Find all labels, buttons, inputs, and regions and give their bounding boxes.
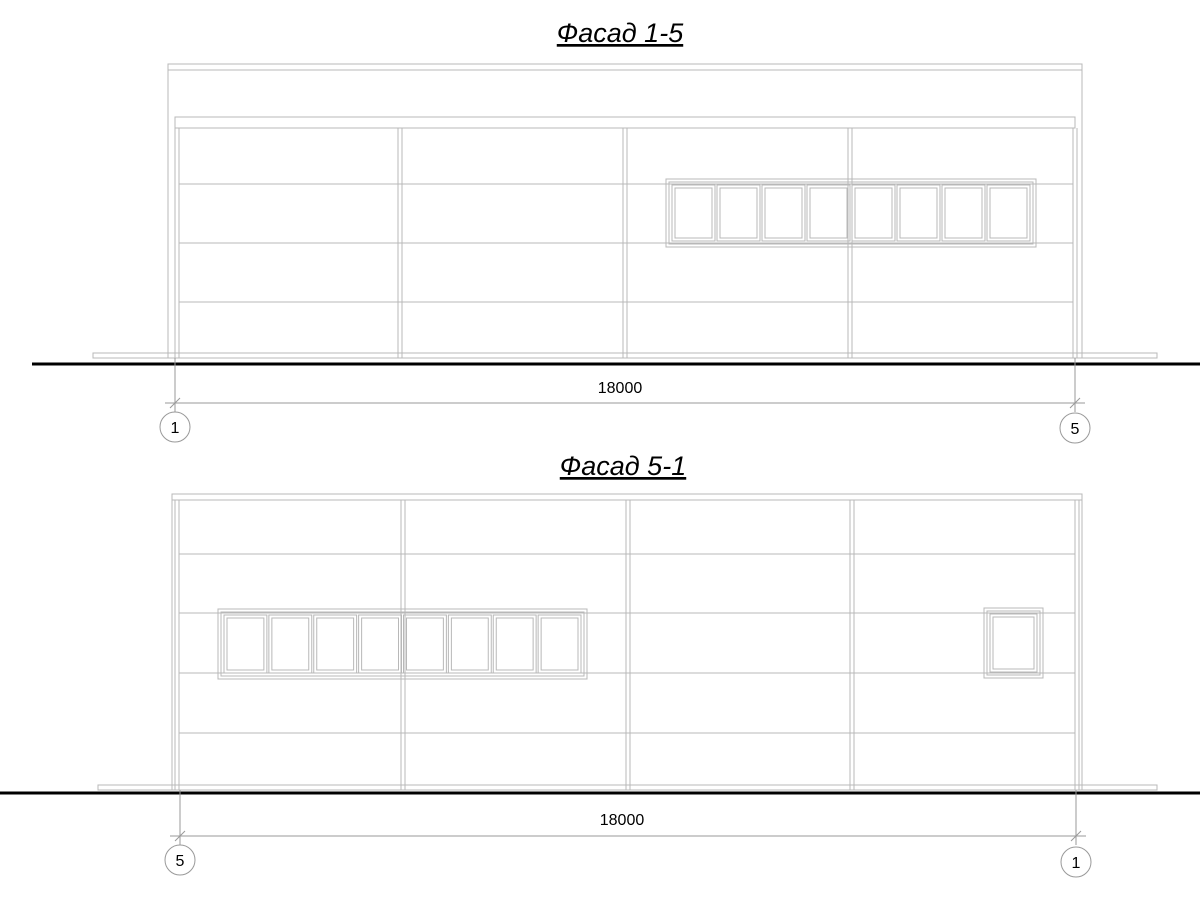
window-pane (313, 614, 358, 674)
window-pane (271, 617, 310, 671)
window-pane (896, 184, 941, 242)
window-pane (809, 187, 848, 239)
strip-window (217, 608, 588, 680)
window-pane (361, 617, 399, 671)
dimension-tick (174, 830, 186, 842)
window-pane (674, 187, 713, 239)
dimension-tick (1069, 397, 1081, 409)
window-frame (665, 178, 1037, 248)
axis-marker (159, 411, 191, 443)
window-pane (226, 617, 265, 671)
window-pane (495, 617, 534, 671)
facade-title: Фасад 1-5 (557, 18, 684, 48)
axis-marker (1060, 846, 1092, 878)
window-pane (316, 617, 355, 671)
window-pane (761, 184, 806, 242)
window-pane (450, 617, 489, 671)
window-frame (217, 608, 588, 680)
window-pane (716, 184, 761, 242)
panel-lines (179, 183, 1073, 303)
axis-label: 1 (1072, 855, 1081, 872)
window-pane (992, 616, 1035, 670)
window-pane (941, 184, 986, 242)
window-pane (989, 613, 1038, 673)
window-pane (492, 614, 537, 674)
window-pane (223, 614, 268, 674)
window-frame (668, 181, 1034, 245)
plinth (97, 784, 1158, 791)
facade-1-5: Фасад 1-5 18000 1 5 (32, 18, 1200, 444)
window-frame (220, 611, 585, 677)
window-pane (447, 614, 492, 674)
dimension-label: 18000 (600, 812, 645, 829)
facade-5-1: Фасад 5-1 18000 5 1 (0, 451, 1200, 878)
window-pane (851, 184, 896, 242)
dimension-tick (1070, 830, 1082, 842)
strip-window (665, 178, 1037, 248)
small-window (983, 607, 1044, 679)
window-pane (854, 187, 893, 239)
axis-marker (1059, 412, 1091, 444)
window-pane (540, 617, 579, 671)
columns (174, 500, 1080, 790)
axis-marker (164, 844, 196, 876)
window-pane (719, 187, 758, 239)
plinth (92, 352, 1158, 359)
window-pane (944, 187, 983, 239)
axis-label: 5 (1071, 421, 1080, 438)
window-pane (764, 187, 803, 239)
window-pane (358, 614, 402, 674)
window-pane (806, 184, 851, 242)
axis-label: 1 (171, 420, 180, 437)
cornice-band (174, 116, 1076, 129)
window-pane (537, 614, 582, 674)
dimension-tick (169, 397, 181, 409)
panel-lines (179, 553, 1075, 734)
window-pane (403, 614, 447, 674)
dimension-label: 18000 (598, 380, 643, 397)
facade-title: Фасад 5-1 (560, 451, 686, 481)
window-pane (986, 184, 1031, 242)
window-pane (406, 617, 444, 671)
window-pane (671, 184, 716, 242)
window-pane (989, 187, 1028, 239)
axis-label: 5 (176, 853, 185, 870)
window-frame (983, 607, 1044, 679)
window-pane (899, 187, 938, 239)
window-pane (268, 614, 313, 674)
window-frame (986, 610, 1041, 676)
